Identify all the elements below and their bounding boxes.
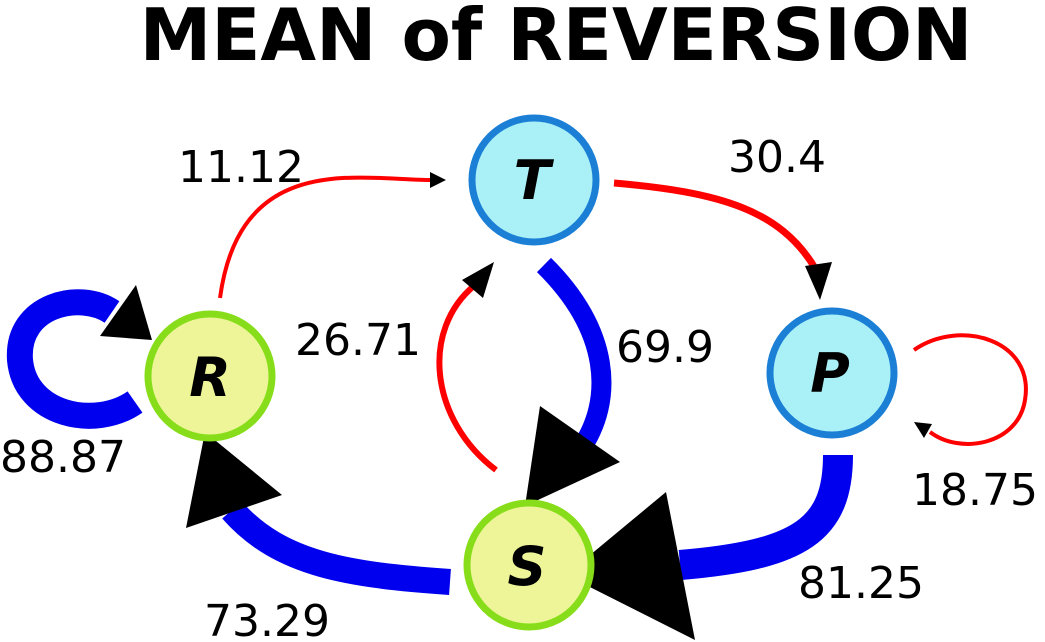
- node-t: T: [468, 114, 600, 246]
- edge-p-to-p-arrowhead: [914, 422, 932, 438]
- node-r-label: R: [189, 346, 231, 409]
- edge-s-to-t: [436, 262, 498, 473]
- node-t-label: T: [514, 149, 555, 212]
- node-s-circle: [463, 499, 595, 631]
- edge-s-to-r-arrowhead: [186, 432, 282, 528]
- node-p-label: P: [810, 342, 850, 405]
- edge-s-to-t-line: [436, 282, 498, 473]
- edge-s-to-r: [186, 432, 451, 595]
- edge-p-to-p-line: [912, 333, 1028, 446]
- edge-label-s-to-r: 73.29: [204, 596, 330, 642]
- edge-t-to-s: [525, 257, 620, 506]
- edge-label-p-to-p: 18.75: [912, 465, 1038, 516]
- edge-s-to-t-arrowhead: [462, 262, 494, 298]
- edge-r-to-r: [6, 285, 152, 429]
- edge-label-t-to-p: 30.4: [728, 132, 826, 183]
- node-p: P: [766, 307, 898, 439]
- edge-t-to-p: [613, 179, 832, 300]
- edge-t-to-s-line: [536, 257, 612, 456]
- diagram-title: MEAN of REVERSION: [140, 0, 973, 77]
- edge-label-t-to-s: 69.9: [616, 322, 714, 373]
- edge-r-to-r-arrowhead: [100, 285, 152, 340]
- edge-label-s-to-t: 26.71: [295, 315, 421, 366]
- node-r: R: [144, 310, 276, 442]
- node-t-circle: [468, 114, 600, 246]
- node-p-circle: [766, 307, 898, 439]
- edge-label-p-to-s: 81.25: [798, 558, 924, 609]
- edge-r-to-r-line: [6, 289, 143, 429]
- edge-r-to-t: [218, 172, 446, 299]
- edge-p-to-s-line: [678, 454, 853, 580]
- edge-label-r-to-r: 88.87: [0, 432, 126, 483]
- edge-r-to-t-arrowhead: [430, 172, 446, 188]
- edge-t-to-p-line: [613, 179, 818, 270]
- edge-p-to-p: [912, 333, 1028, 446]
- edge-p-to-s-arrowhead: [566, 492, 695, 640]
- edge-t-to-p-arrowhead: [805, 262, 832, 300]
- node-r-circle: [144, 310, 276, 442]
- node-s-label: S: [508, 535, 547, 598]
- edge-p-to-s: [566, 454, 853, 640]
- edge-label-r-to-t: 11.12: [178, 142, 304, 193]
- edge-s-to-r-line: [222, 501, 451, 595]
- node-s: S: [463, 499, 595, 631]
- edge-r-to-t-line: [218, 175, 433, 299]
- edge-t-to-s-arrowhead: [525, 406, 620, 506]
